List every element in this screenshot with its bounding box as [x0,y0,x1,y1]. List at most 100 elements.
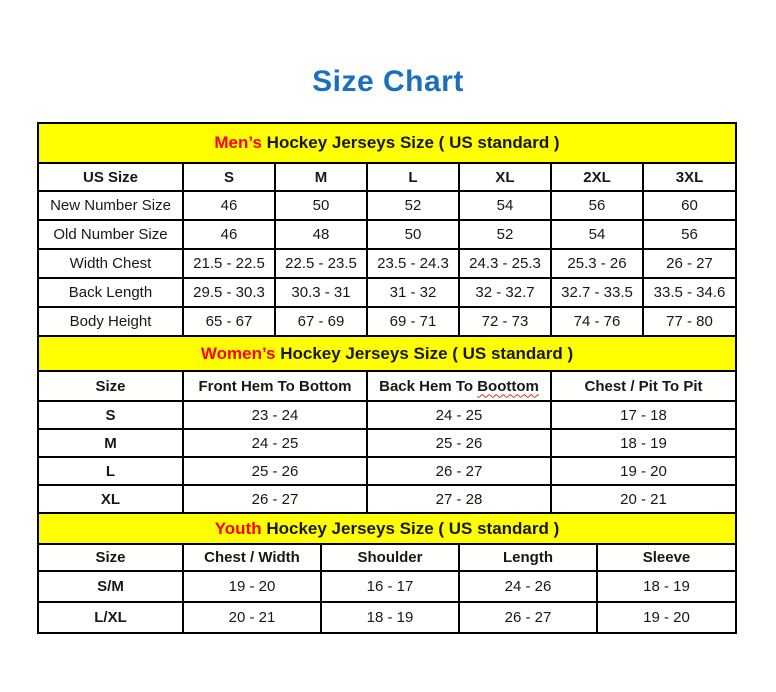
mens-banner-text: Hockey Jerseys Size ( US standard ) [266,133,560,152]
value-cell: 54 [550,219,644,250]
value-cell: 32 - 32.7 [458,277,552,308]
row-label: S/M [37,570,184,603]
size-chart-tables: Men’s Hockey Jerseys Size ( US standard … [36,122,738,634]
table-row: L 25 - 26 26 - 27 19 - 20 [37,456,738,486]
youth-header-size: Size [37,543,184,572]
value-cell: 29.5 - 30.3 [182,277,276,308]
womens-banner-red-word: Women’s [200,343,276,363]
value-cell: 21.5 - 22.5 [182,248,276,279]
value-cell: 50 [274,190,368,221]
value-cell: 50 [366,219,460,250]
value-cell: 48 [274,219,368,250]
value-cell: 19 - 20 [595,601,738,634]
youth-banner-red-word: Youth [214,518,262,538]
womens-header-size: Size [37,370,184,402]
youth-banner-row: Youth Hockey Jerseys Size ( US standard … [36,512,738,545]
row-label: M [37,428,184,458]
value-cell: 56 [550,190,644,221]
value-cell: 22.5 - 23.5 [274,248,368,279]
row-label: L/XL [37,601,184,634]
value-cell: 31 - 32 [366,277,460,308]
youth-size-table: Youth Hockey Jerseys Size ( US standard … [36,512,738,634]
value-cell: 18 - 19 [595,570,738,603]
value-cell: 25 - 26 [182,456,368,486]
table-row: Width Chest 21.5 - 22.5 22.5 - 23.5 23.5… [37,248,737,279]
womens-size-table: Women’s Hockey Jerseys Size ( US standar… [36,335,738,514]
table-row: L/XL 20 - 21 18 - 19 26 - 27 19 - 20 [37,601,738,634]
value-cell: 19 - 20 [182,570,322,603]
value-cell: 27 - 28 [366,484,552,514]
table-row: M 24 - 25 25 - 26 18 - 19 [37,428,738,458]
womens-header-chest: Chest / Pit To Pit [549,370,738,402]
value-cell: 65 - 67 [182,306,276,337]
value-cell: 25.3 - 26 [550,248,644,279]
value-cell: 46 [182,219,276,250]
value-cell: 33.5 - 34.6 [642,277,737,308]
value-cell: 18 - 19 [320,601,460,634]
row-label: New Number Size [37,190,184,221]
value-cell: 25 - 26 [366,428,552,458]
table-row: New Number Size 46 50 52 54 56 60 [37,190,737,221]
womens-header-back-prefix: Back Hem To [379,377,474,395]
mens-header-us-size: US Size [37,162,184,192]
mens-header-s: S [182,162,276,192]
mens-header-l: L [366,162,460,192]
table-row: Old Number Size 46 48 50 52 54 56 [37,219,737,250]
mens-section-banner: Men’s Hockey Jerseys Size ( US standard … [37,122,737,164]
value-cell: 30.3 - 31 [274,277,368,308]
value-cell: 67 - 69 [274,306,368,337]
value-cell: 17 - 18 [549,400,738,430]
value-cell: 52 [366,190,460,221]
womens-section-banner: Women’s Hockey Jerseys Size ( US standar… [36,335,738,372]
value-cell: 24.3 - 25.3 [458,248,552,279]
row-label: L [37,456,184,486]
row-label: Back Length [37,277,184,308]
value-cell: 23 - 24 [182,400,368,430]
table-row: Back Length 29.5 - 30.3 30.3 - 31 31 - 3… [37,277,737,308]
row-label: Old Number Size [37,219,184,250]
value-cell: 26 - 27 [182,484,368,514]
youth-section-banner: Youth Hockey Jerseys Size ( US standard … [36,512,738,545]
table-row: S 23 - 24 24 - 25 17 - 18 [37,400,738,430]
table-row: S/M 19 - 20 16 - 17 24 - 26 18 - 19 [37,570,738,603]
womens-header-back-misspelled-word: Boottom [477,377,539,395]
value-cell: 46 [182,190,276,221]
youth-header-row: Size Chest / Width Shoulder Length Sleev… [37,543,738,572]
row-label: S [37,400,184,430]
mens-header-row: US Size S M L XL 2XL 3XL [37,162,737,192]
page-title: Size Chart [312,65,464,98]
value-cell: 20 - 21 [182,601,322,634]
value-cell: 32.7 - 33.5 [550,277,644,308]
value-cell: 16 - 17 [320,570,460,603]
mens-banner-row: Men’s Hockey Jerseys Size ( US standard … [37,122,737,164]
youth-header-length: Length [458,543,598,572]
value-cell: 24 - 25 [182,428,368,458]
table-row: Body Height 65 - 67 67 - 69 69 - 71 72 -… [37,306,737,337]
value-cell: 72 - 73 [458,306,552,337]
youth-banner-text: Hockey Jerseys Size ( US standard ) [266,518,560,538]
youth-header-shoulder: Shoulder [320,543,460,572]
mens-size-table: Men’s Hockey Jerseys Size ( US standard … [37,122,737,337]
value-cell: 19 - 20 [549,456,738,486]
mens-header-3xl: 3XL [642,162,737,192]
mens-header-m: M [274,162,368,192]
youth-header-chest: Chest / Width [182,543,322,572]
womens-header-back: Back Hem To Boottom [366,370,552,402]
value-cell: 52 [458,219,552,250]
value-cell: 20 - 21 [549,484,738,514]
value-cell: 24 - 25 [366,400,552,430]
value-cell: 26 - 27 [642,248,737,279]
value-cell: 26 - 27 [366,456,552,486]
youth-header-sleeve: Sleeve [595,543,738,572]
table-row: XL 26 - 27 27 - 28 20 - 21 [37,484,738,514]
mens-header-xl: XL [458,162,552,192]
row-label: Body Height [37,306,184,337]
womens-banner-text: Hockey Jerseys Size ( US standard ) [280,343,574,363]
mens-banner-red-word: Men’s [214,133,262,152]
value-cell: 18 - 19 [549,428,738,458]
value-cell: 74 - 76 [550,306,644,337]
womens-header-front: Front Hem To Bottom [182,370,368,402]
value-cell: 56 [642,219,737,250]
value-cell: 77 - 80 [642,306,737,337]
